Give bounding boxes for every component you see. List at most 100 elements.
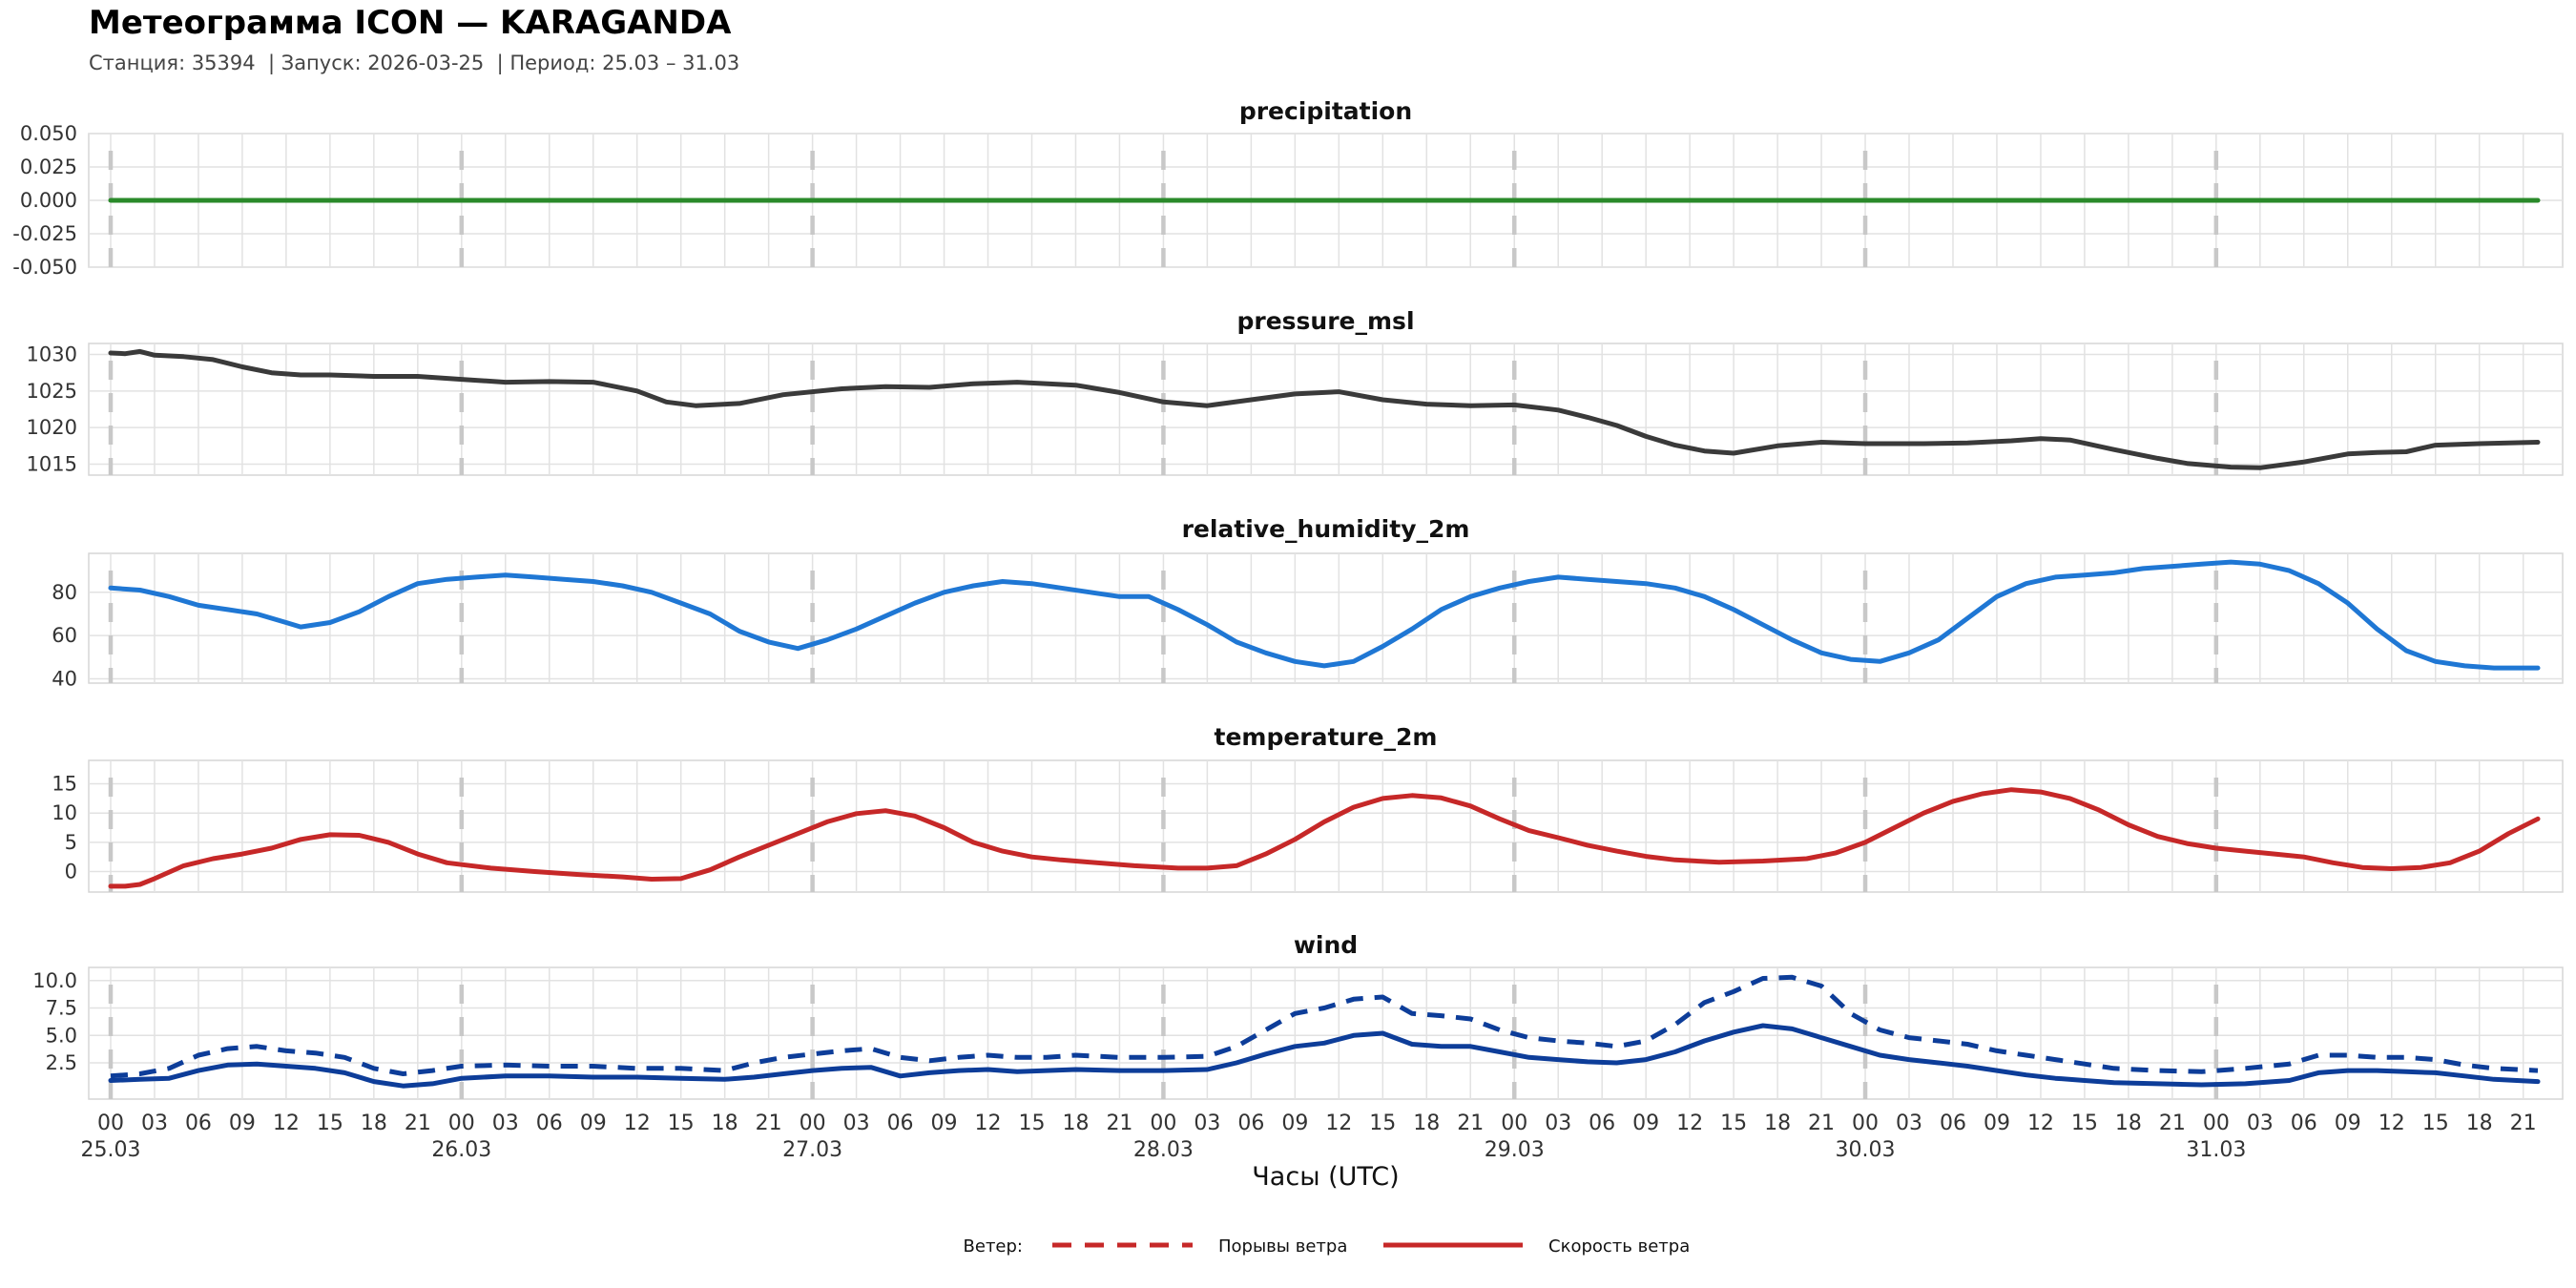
xtick-label: 15 — [2071, 1111, 2098, 1135]
xtick-label: 00 — [1150, 1111, 1176, 1135]
xtick-label: 12 — [273, 1111, 300, 1135]
xtick-label: 09 — [1632, 1111, 1659, 1135]
ytick-label: 1015 — [27, 453, 77, 476]
xtick-date-label: 25.03 — [81, 1138, 141, 1162]
ytick-label: 1030 — [27, 343, 77, 366]
xtick-label: 12 — [2379, 1111, 2405, 1135]
xtick-label: 15 — [668, 1111, 695, 1135]
ytick-label: 7.5 — [46, 997, 77, 1020]
legend-label-speed: Скорость ветра — [1548, 1236, 1690, 1257]
series-line-humidity-0 — [108, 559, 2541, 671]
series-line-pressure-0 — [108, 348, 2541, 470]
legend-title: Ветер: — [964, 1236, 1023, 1257]
xtick-label: 21 — [2159, 1111, 2186, 1135]
ytick-label: 15 — [52, 773, 77, 796]
ytick-label: -0.050 — [12, 256, 77, 279]
xtick-label: 06 — [887, 1111, 914, 1135]
xtick-date-label: 29.03 — [1485, 1138, 1545, 1162]
xtick-label: 18 — [2115, 1111, 2142, 1135]
ytick-label: 0.050 — [20, 122, 77, 145]
xtick-label: 00 — [1501, 1111, 1527, 1135]
xtick-label: 12 — [1325, 1111, 1352, 1135]
panel-title-pressure: pressure_msl — [1236, 307, 1414, 335]
panel-title-precipitation: precipitation — [1239, 97, 1412, 125]
xtick-label: 03 — [141, 1111, 168, 1135]
xtick-label: 21 — [1457, 1111, 1484, 1135]
series-line-wind-0 — [110, 974, 2539, 1079]
xtick-label: 09 — [2335, 1111, 2361, 1135]
xtick-label: 15 — [2422, 1111, 2449, 1135]
page-title: Метеограмма ICON — KARAGANDA — [89, 4, 732, 42]
ytick-label: 80 — [52, 581, 77, 604]
xtick-label: 12 — [975, 1111, 1002, 1135]
xtick-label: 09 — [1984, 1111, 2010, 1135]
xtick-label: 00 — [800, 1111, 826, 1135]
xtick-label: 21 — [1808, 1111, 1835, 1135]
xtick-label: 15 — [1369, 1111, 1396, 1135]
xtick-label: 09 — [229, 1111, 256, 1135]
ytick-label: 1020 — [27, 416, 77, 439]
ytick-label: 0.000 — [20, 189, 77, 212]
xtick-label: 09 — [1281, 1111, 1308, 1135]
ytick-label: 60 — [52, 624, 77, 647]
xtick-label: 12 — [624, 1111, 651, 1135]
ytick-label: 0.025 — [20, 156, 77, 178]
xtick-label: 00 — [97, 1111, 124, 1135]
xtick-date-label: 31.03 — [2186, 1138, 2246, 1162]
legend-label-gusts: Порывы ветра — [1218, 1236, 1347, 1257]
xtick-label: 03 — [1194, 1111, 1220, 1135]
ytick-label: 10.0 — [32, 969, 77, 992]
panel-title-temperature: temperature_2m — [1215, 723, 1438, 751]
x-axis-label: Часы (UTC) — [1252, 1162, 1399, 1192]
xtick-label: 18 — [1764, 1111, 1791, 1135]
ytick-label: 5.0 — [46, 1024, 77, 1047]
xtick-label: 09 — [931, 1111, 958, 1135]
xtick-label: 18 — [1062, 1111, 1089, 1135]
xtick-label: 00 — [448, 1111, 475, 1135]
ytick-label: 40 — [52, 667, 77, 690]
xtick-label: 00 — [2203, 1111, 2230, 1135]
xtick-label: 21 — [1106, 1111, 1132, 1135]
xtick-label: 18 — [712, 1111, 738, 1135]
ytick-label: 2.5 — [46, 1051, 77, 1074]
ytick-label: 1025 — [27, 380, 77, 403]
xtick-date-label: 27.03 — [782, 1138, 842, 1162]
xtick-date-label: 30.03 — [1836, 1138, 1896, 1162]
ytick-label: 5 — [65, 831, 77, 854]
xtick-label: 06 — [2291, 1111, 2317, 1135]
series-line-temperature-0 — [108, 787, 2541, 889]
xtick-label: 15 — [1018, 1111, 1045, 1135]
xtick-label: 06 — [1237, 1111, 1264, 1135]
ytick-label: 10 — [52, 801, 77, 824]
xtick-label: 03 — [843, 1111, 870, 1135]
panel-frame-pressure — [88, 343, 2564, 476]
panel-title-wind: wind — [1294, 931, 1358, 959]
xtick-label: 12 — [2027, 1111, 2054, 1135]
xtick-label: 21 — [756, 1111, 782, 1135]
series-line-wind-1 — [108, 1023, 2541, 1089]
xtick-label: 15 — [317, 1111, 343, 1135]
page-subtitle: Станция: 35394 | Запуск: 2026-03-25 | Пе… — [89, 52, 740, 74]
xtick-label: 03 — [2247, 1111, 2274, 1135]
xtick-label: 06 — [536, 1111, 563, 1135]
xtick-label: 12 — [1676, 1111, 1703, 1135]
xtick-label: 18 — [361, 1111, 387, 1135]
xtick-label: 09 — [580, 1111, 607, 1135]
xtick-label: 21 — [405, 1111, 431, 1135]
xtick-label: 18 — [2466, 1111, 2493, 1135]
xtick-date-label: 28.03 — [1133, 1138, 1194, 1162]
xtick-label: 06 — [1940, 1111, 1966, 1135]
xtick-date-label: 26.03 — [431, 1138, 491, 1162]
xtick-label: 03 — [492, 1111, 519, 1135]
xtick-label: 03 — [1896, 1111, 1922, 1135]
xtick-label: 06 — [185, 1111, 212, 1135]
xtick-label: 21 — [2510, 1111, 2537, 1135]
ytick-label: -0.025 — [12, 222, 77, 245]
xtick-label: 18 — [1413, 1111, 1440, 1135]
xtick-label: 03 — [1545, 1111, 1571, 1135]
xtick-label: 00 — [1852, 1111, 1879, 1135]
xtick-label: 06 — [1589, 1111, 1615, 1135]
panel-title-humidity: relative_humidity_2m — [1182, 515, 1470, 543]
ytick-label: 0 — [65, 861, 77, 883]
